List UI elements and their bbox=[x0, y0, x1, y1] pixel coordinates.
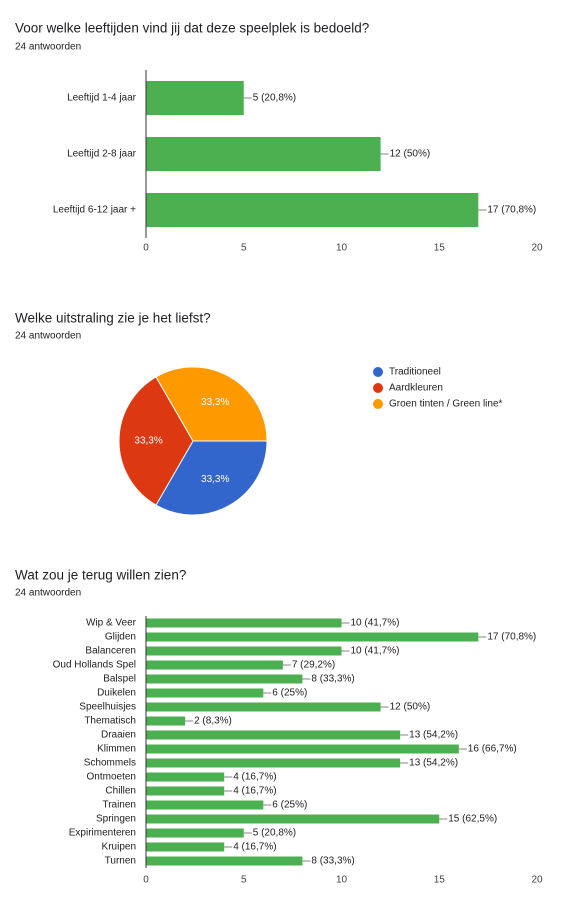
x-tick-label: 0 bbox=[143, 243, 149, 254]
y-tick-label: Schommels bbox=[84, 758, 136, 769]
bar bbox=[146, 828, 244, 838]
bar bbox=[146, 646, 342, 656]
y-tick-label: Draaien bbox=[101, 730, 136, 741]
legend-swatch bbox=[373, 399, 383, 409]
y-tick-label: Balspel bbox=[103, 674, 136, 685]
bar bbox=[146, 660, 283, 670]
chart-subtitle: 24 antwoorden bbox=[15, 331, 81, 342]
chart-subtitle: 24 antwoorden bbox=[15, 42, 81, 53]
y-tick-label: Kruipen bbox=[102, 842, 136, 853]
value-label: 10 (41,7%) bbox=[351, 646, 400, 657]
value-label: 7 (29,2%) bbox=[292, 660, 335, 671]
bar bbox=[146, 632, 479, 642]
y-tick-label: Turnen bbox=[105, 856, 136, 867]
slice-label: 33,3% bbox=[134, 436, 162, 447]
slice-label: 33,3% bbox=[201, 474, 229, 485]
y-tick-label: Glijden bbox=[105, 632, 136, 643]
pie-slice bbox=[155, 440, 268, 516]
legend-label: Aardkleuren bbox=[389, 383, 443, 394]
value-label: 5 (20,8%) bbox=[253, 828, 296, 839]
value-label: 2 (8,3%) bbox=[194, 716, 232, 727]
x-tick-label: 0 bbox=[143, 875, 149, 886]
x-tick-label: 5 bbox=[241, 875, 247, 886]
bar bbox=[146, 674, 303, 684]
slice-label: 33,3% bbox=[201, 397, 229, 408]
x-tick-label: 15 bbox=[434, 243, 446, 254]
value-label: 8 (33,3%) bbox=[311, 674, 354, 685]
value-label: 4 (16,7%) bbox=[233, 772, 276, 783]
chart-subtitle: 24 antwoorden bbox=[15, 588, 81, 599]
bar bbox=[146, 618, 342, 628]
y-tick-label: Thematisch bbox=[84, 716, 136, 727]
bar bbox=[146, 730, 401, 740]
bar bbox=[146, 758, 401, 768]
value-label: 16 (66,7%) bbox=[468, 744, 517, 755]
bar bbox=[146, 786, 225, 796]
chart-title: Welke uitstraling zie je het liefst? bbox=[15, 311, 211, 326]
x-tick-label: 5 bbox=[241, 243, 247, 254]
bar bbox=[146, 772, 225, 782]
y-tick-label: Balanceren bbox=[85, 646, 136, 657]
y-tick-label: Chillen bbox=[105, 786, 136, 797]
y-tick-label: Ontmoeten bbox=[87, 772, 136, 783]
legend-swatch bbox=[373, 383, 383, 393]
y-tick-label: Klimmen bbox=[97, 744, 136, 755]
legend-label: Traditioneel bbox=[389, 367, 441, 378]
chart-title: Voor welke leeftijden vind jij dat deze … bbox=[15, 21, 369, 36]
y-tick-label: Speelhuisjes bbox=[79, 702, 136, 713]
bar bbox=[146, 814, 440, 824]
bar bbox=[146, 193, 479, 227]
bar bbox=[146, 744, 459, 754]
value-label: 12 (50%) bbox=[390, 149, 431, 160]
chart-title: Wat zou je terug willen zien? bbox=[15, 568, 186, 583]
bar bbox=[146, 842, 225, 852]
bar bbox=[146, 688, 264, 698]
bar bbox=[146, 716, 186, 726]
pie-slice bbox=[155, 366, 268, 442]
x-tick-label: 10 bbox=[336, 875, 348, 886]
x-tick-label: 10 bbox=[336, 243, 348, 254]
value-label: 17 (70,8%) bbox=[487, 205, 536, 216]
value-label: 6 (25%) bbox=[272, 800, 307, 811]
value-label: 13 (54,2%) bbox=[409, 730, 458, 741]
value-label: 13 (54,2%) bbox=[409, 758, 458, 769]
value-label: 10 (41,7%) bbox=[351, 618, 400, 629]
bar bbox=[146, 856, 303, 866]
y-tick-label: Trainen bbox=[102, 800, 136, 811]
bar bbox=[146, 81, 244, 115]
value-label: 5 (20,8%) bbox=[253, 93, 296, 104]
legend-label: Groen tinten / Green line* bbox=[389, 399, 503, 410]
value-label: 4 (16,7%) bbox=[233, 786, 276, 797]
x-tick-label: 20 bbox=[531, 243, 543, 254]
bar bbox=[146, 800, 264, 810]
y-tick-label: Leeftijd 2-8 jaar bbox=[67, 149, 137, 160]
value-label: 17 (70,8%) bbox=[487, 632, 536, 643]
y-tick-label: Expirimenteren bbox=[69, 828, 136, 839]
y-tick-label: Duikelen bbox=[97, 688, 136, 699]
value-label: 8 (33,3%) bbox=[311, 856, 354, 867]
bar bbox=[146, 702, 381, 712]
y-tick-label: Wip & Veer bbox=[86, 618, 137, 629]
value-label: 15 (62,5%) bbox=[448, 814, 497, 825]
y-tick-label: Leeftijd 1-4 jaar bbox=[67, 93, 137, 104]
value-label: 12 (50%) bbox=[390, 702, 431, 713]
x-tick-label: 20 bbox=[531, 875, 543, 886]
y-tick-label: Leeftijd 6-12 jaar + bbox=[53, 205, 136, 216]
y-tick-label: Springen bbox=[96, 814, 136, 825]
x-tick-label: 15 bbox=[434, 875, 446, 886]
value-label: 4 (16,7%) bbox=[233, 842, 276, 853]
bar bbox=[146, 137, 381, 171]
y-tick-label: Oud Hollands Spel bbox=[53, 660, 136, 671]
legend-swatch bbox=[373, 367, 383, 377]
value-label: 6 (25%) bbox=[272, 688, 307, 699]
